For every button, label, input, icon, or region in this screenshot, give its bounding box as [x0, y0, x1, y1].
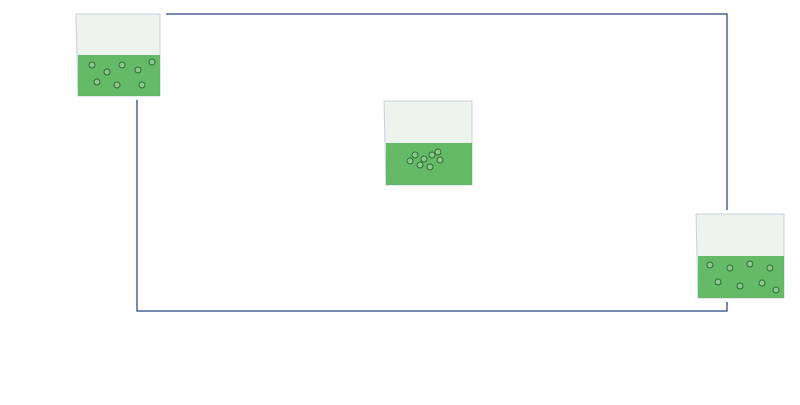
beakers: [72, 10, 790, 302]
beaker: [380, 97, 478, 189]
beaker: [692, 210, 790, 302]
beaker: [72, 10, 166, 100]
plot-frame: [136, 13, 728, 312]
